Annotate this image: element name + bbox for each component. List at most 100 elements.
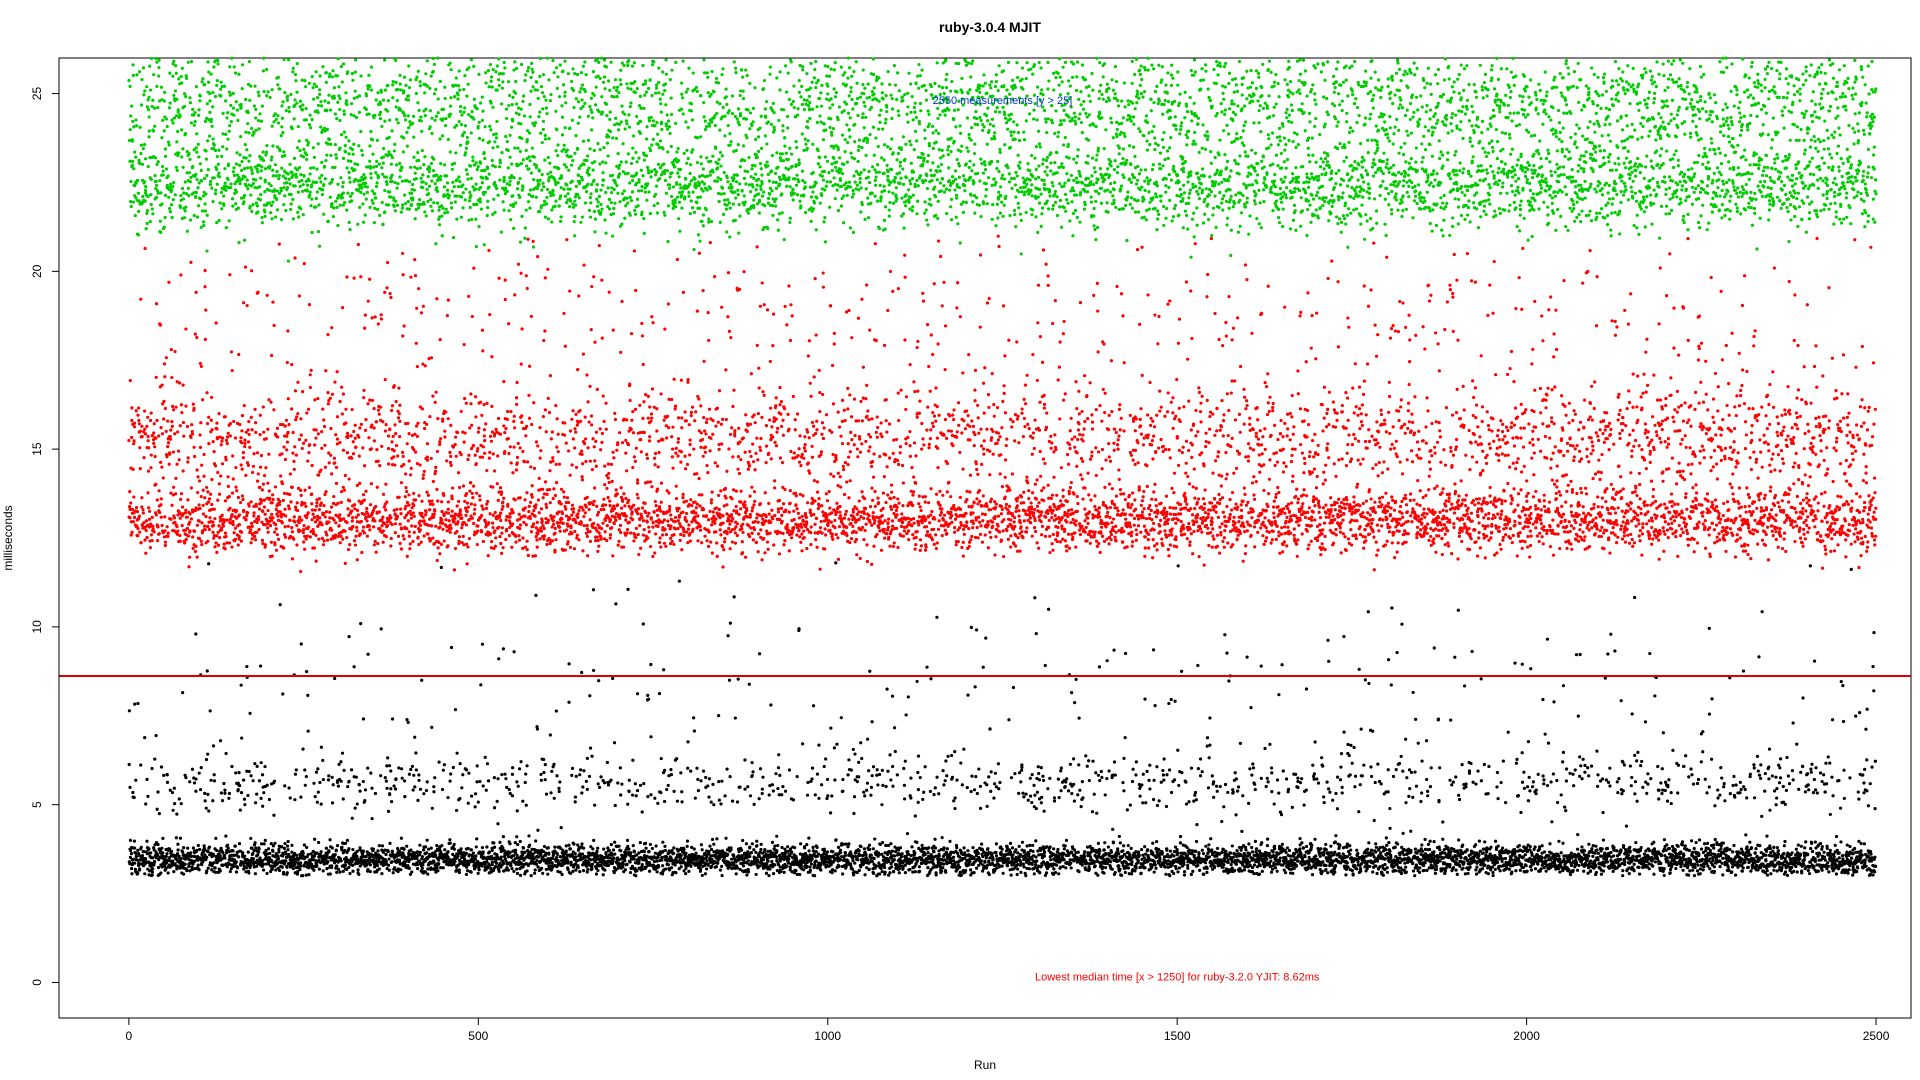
data-point (493, 165, 497, 169)
data-point (1197, 196, 1202, 201)
data-point (1135, 89, 1139, 93)
data-point (856, 113, 860, 118)
data-point (1310, 136, 1314, 140)
data-point (768, 65, 772, 69)
data-point (220, 154, 224, 158)
data-point (657, 80, 661, 85)
data-point (1203, 147, 1208, 151)
data-point (273, 163, 278, 167)
data-point (140, 77, 144, 82)
data-point (669, 144, 673, 149)
data-point (144, 185, 148, 189)
data-point (720, 72, 724, 77)
data-point (925, 173, 929, 178)
data-point (891, 201, 896, 205)
data-point (1245, 200, 1249, 205)
data-point (508, 179, 512, 183)
data-point (828, 125, 832, 129)
data-point (668, 131, 672, 136)
data-point (922, 156, 926, 161)
data-point (728, 132, 732, 136)
data-point (542, 199, 547, 203)
data-point (341, 203, 345, 207)
data-point (430, 116, 434, 120)
data-point (1201, 188, 1205, 192)
data-point (1171, 215, 1176, 219)
data-point (674, 205, 678, 209)
data-point (873, 178, 877, 182)
data-point (926, 109, 930, 113)
data-point (302, 173, 306, 178)
data-point (1231, 110, 1235, 114)
data-point (1196, 116, 1201, 120)
data-point (552, 71, 556, 75)
data-point (1135, 92, 1140, 96)
data-point (197, 108, 201, 112)
data-point (766, 227, 770, 231)
data-point (198, 162, 202, 166)
data-point (678, 167, 683, 172)
data-point (695, 136, 700, 140)
data-point (141, 147, 145, 151)
data-point (542, 185, 546, 189)
data-point (1148, 178, 1152, 182)
data-point (356, 222, 360, 226)
data-point (827, 171, 831, 175)
data-point (627, 125, 632, 129)
data-point (930, 124, 935, 128)
data-point (187, 171, 191, 175)
data-point (358, 205, 362, 209)
data-point (339, 64, 343, 69)
data-point (424, 182, 428, 186)
data-point (1250, 148, 1254, 152)
data-point (933, 195, 938, 199)
data-point (128, 128, 132, 132)
chart-title: ruby-3.0.4 MJIT (939, 19, 1041, 35)
data-point (1031, 208, 1035, 212)
data-point (747, 155, 751, 160)
data-point (655, 211, 660, 215)
data-point (226, 137, 230, 141)
data-point (573, 151, 577, 155)
data-point (1217, 182, 1221, 186)
data-point (501, 80, 505, 84)
data-point (401, 111, 406, 115)
data-point (468, 164, 473, 168)
data-point (1155, 184, 1159, 188)
data-point (356, 189, 360, 193)
data-point (675, 150, 679, 154)
data-point (1332, 90, 1336, 94)
data-point (1213, 183, 1217, 187)
data-point (511, 95, 515, 99)
data-point (742, 194, 746, 198)
data-point (1213, 155, 1217, 160)
data-point (332, 86, 336, 90)
data-point (1069, 173, 1073, 177)
data-point (328, 108, 333, 112)
data-point (1179, 127, 1183, 132)
data-point (1211, 206, 1216, 210)
data-point (606, 186, 610, 190)
data-point (172, 116, 177, 120)
data-point (500, 151, 504, 155)
data-point (638, 119, 643, 124)
data-point (203, 209, 208, 213)
data-point (294, 172, 298, 176)
data-point (232, 173, 237, 177)
data-point (1296, 175, 1301, 179)
data-point (1166, 100, 1171, 104)
data-point (383, 88, 388, 92)
data-point (1050, 180, 1054, 185)
data-point (910, 94, 914, 99)
data-point (1240, 107, 1244, 111)
data-point (778, 88, 782, 92)
data-point (311, 146, 315, 150)
data-point (417, 198, 422, 202)
data-point (394, 80, 398, 85)
data-point (888, 82, 892, 87)
data-point (744, 68, 748, 72)
data-point (689, 199, 693, 203)
data-point (881, 127, 885, 131)
data-point (836, 147, 840, 152)
data-point (532, 155, 536, 159)
